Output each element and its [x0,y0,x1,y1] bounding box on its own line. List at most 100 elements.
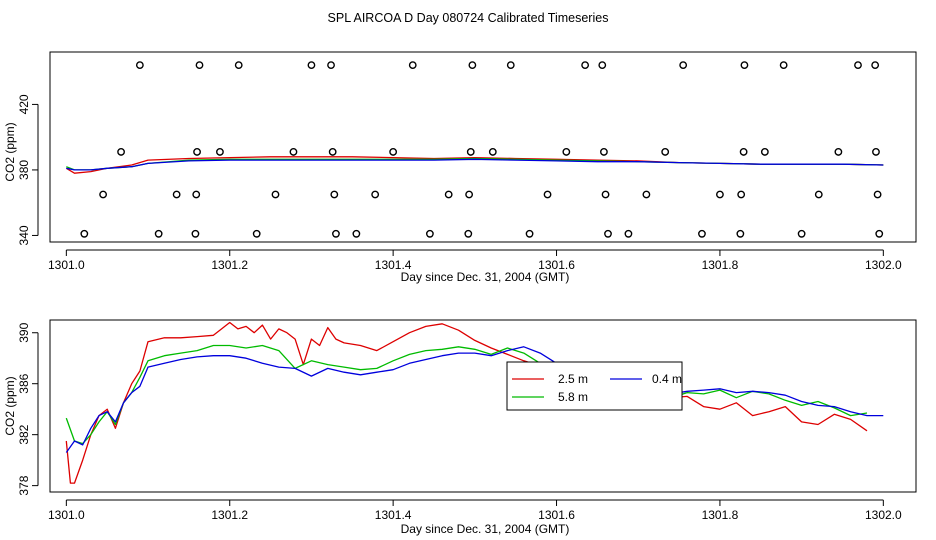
scatter-point [193,148,201,156]
scatter-point [327,61,335,70]
scatter-point [797,229,806,238]
scatter-point [330,190,339,199]
top-x-tick-label: 1301.2 [211,258,248,272]
scatter-point [352,229,361,238]
bottom-axis-ticks: 1301.0 1301.2 1301.4 1301.6 1301.8 1302.0 378 3… [17,322,902,522]
bottom-x-tick-label: 1301.4 [375,508,412,522]
scatter-point [736,229,745,238]
top-scatter-points [80,61,884,238]
legend-box [506,361,683,411]
scatter-point [739,148,748,156]
scatter-point [604,229,612,238]
scatter-point [271,190,280,199]
scatter-point [371,190,380,199]
legend: 2.5 m 0.4 m 5.8 m [506,361,683,411]
scatter-point [834,148,843,156]
scatter-point [488,148,497,156]
legend-label-5-8m: 5.8 m [558,390,588,404]
scatter-point [814,190,823,199]
scatter-point [389,148,398,156]
bottom-y-tick-label: 390 [17,322,31,342]
scatter-point [466,148,475,156]
top-y-tick-label: 340 [17,225,31,245]
legend-label-0-4m: 0.4 m [652,372,682,386]
scatter-point [425,229,434,238]
scatter-point [562,148,571,156]
scatter-point [216,148,224,156]
top-y-tick-label: 380 [17,160,31,180]
scatter-point [234,61,243,70]
scatter-point [598,61,607,70]
scatter-point [172,190,181,199]
bottom-series-line-2-5-m [65,321,868,484]
top-x-tick-label: 1301.4 [375,258,412,272]
scatter-point [506,61,515,70]
bottom-x-tick-label: 1301.8 [702,508,739,522]
scatter-point [661,148,670,156]
top-y-tick-label: 420 [17,94,31,114]
top-x-tick-label: 1301.8 [702,258,739,272]
bottom-x-tick-label: 1301.0 [48,508,85,522]
scatter-point [192,190,201,199]
top-series-lines [65,156,884,174]
scatter-point [600,148,608,156]
scatter-point [779,61,788,70]
bottom-y-axis-label: CO2 (ppm) [3,376,17,435]
scatter-point [289,148,298,156]
scatter-point [875,229,884,238]
top-series-line-0-4-m [66,158,884,171]
scatter-point [737,190,746,199]
top-axis-ticks: 1301.0 1301.2 1301.4 1301.6 1301.8 1302.0 340 3… [17,94,902,272]
scatter-point [468,61,477,70]
scatter-point [252,229,261,238]
bottom-series-line-5-8-m [65,344,868,445]
scatter-point [679,61,688,70]
top-y-axis-label: CO2 (ppm) [3,122,17,181]
scatter-point [624,229,633,238]
scatter-point [873,190,882,199]
scatter-point [135,61,144,70]
scatter-point [444,190,453,199]
scatter-point [464,229,473,238]
scatter-point [543,190,552,199]
scatter-point [716,190,724,199]
scatter-point [328,148,337,156]
scatter-point [99,190,108,199]
scatter-point [581,61,590,70]
scatter-point [307,61,316,70]
scatter-point [698,229,706,238]
top-x-tick-label: 1301.0 [48,258,85,272]
bottom-y-tick-label: 378 [17,475,31,495]
top-x-axis-label: Day since Dec. 31, 2004 (GMT) [401,270,570,284]
scatter-point [872,148,880,156]
bottom-x-tick-label: 1302.0 [865,508,902,522]
scatter-point [525,229,534,238]
scatter-point [117,148,125,156]
bottom-y-tick-label: 386 [17,373,31,393]
scatter-point [408,61,417,70]
scatter-point [80,229,89,238]
scatter-point [154,229,163,238]
bottom-plot-frame [49,319,917,493]
scatter-point [871,61,880,70]
top-x-tick-label: 1301.6 [538,258,575,272]
bottom-y-tick-label: 382 [17,424,31,444]
bottom-x-axis-label: Day since Dec. 31, 2004 (GMT) [401,522,570,536]
scatter-point [854,61,862,70]
scatter-point [191,229,200,238]
top-plot-frame [49,51,917,243]
bottom-series-line-0-4-m [65,346,884,453]
legend-label-2-5m: 2.5 m [558,372,588,386]
scatter-point [465,190,474,199]
scatter-point [195,61,204,70]
figure-title: SPL AIRCOA D Day 080724 Calibrated Times… [328,11,609,25]
top-x-tick-label: 1302.0 [865,258,902,272]
scatter-point [601,190,610,199]
scatter-point [332,229,340,238]
scatter-point [760,148,769,156]
bottom-series-lines [65,321,884,484]
bottom-panel: 1301.0 1301.2 1301.4 1301.6 1301.8 1302.0 378 3… [3,319,917,536]
scatter-point [642,190,651,199]
bottom-x-tick-label: 1301.2 [211,508,248,522]
